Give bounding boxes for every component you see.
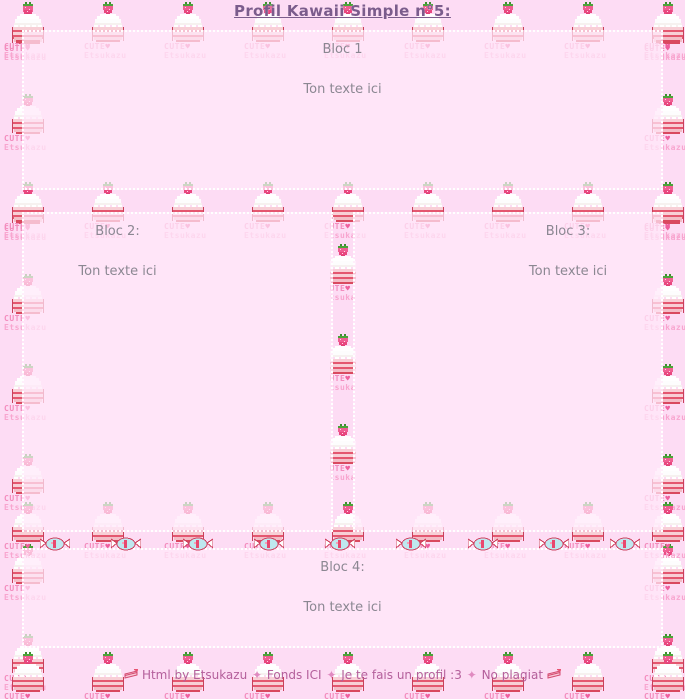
- candy-bonbon-icon: [325, 537, 355, 551]
- footer-link-fonds[interactable]: Fonds ICI: [266, 668, 322, 682]
- wallpaper-caption-line2: Etsukazu: [644, 143, 685, 152]
- wallpaper-caption-line2: Etsukazu: [644, 413, 685, 422]
- heart-icon: ♥: [585, 692, 591, 699]
- wallpaper-caption-line1: CUTE♥: [84, 692, 111, 699]
- heart-icon: ♥: [665, 134, 671, 143]
- wallpaper-caption-line2: Etsukazu: [644, 323, 685, 332]
- heart-icon: ♥: [425, 692, 431, 699]
- wallpaper-caption-line2: Etsukazu: [644, 233, 685, 242]
- block-1-text: Ton texte ici: [303, 82, 382, 97]
- wallpaper-tile: CUTE♥Etsukazu: [330, 240, 356, 330]
- heart-icon: ♥: [665, 314, 671, 323]
- candy-divider: [40, 536, 640, 552]
- block-2-text: Ton texte ici: [78, 264, 157, 279]
- wallpaper-caption: CUTE♥Etsukazu: [324, 692, 394, 699]
- footer-part-1: Html by Etsukazu: [141, 668, 248, 682]
- wallpaper-caption-line2: Etsukazu: [330, 383, 356, 392]
- wallpaper-caption-line2: Etsukazu: [644, 683, 685, 692]
- block-3-text: Ton texte ici: [528, 264, 608, 279]
- candy-bonbon-icon: [182, 537, 213, 551]
- wallpaper-tile: CUTE♥Etsukazu: [330, 420, 356, 510]
- wallpaper-caption: CUTE♥Etsukazu: [404, 692, 474, 699]
- wallpaper-column-center: CUTE♥Etsukazu CUTE♥Etsukazu: [330, 240, 356, 510]
- strawberry-cake-icon: [648, 272, 685, 319]
- wallpaper-caption-line1: CUTE♥: [244, 692, 271, 699]
- cake-slice-icon: [124, 667, 139, 681]
- block-2-title: Bloc 2:: [95, 224, 140, 239]
- content-block-1: Bloc 1 Ton texte ici: [22, 30, 663, 190]
- candy-bonbon-icon: [467, 537, 498, 551]
- wallpaper-caption-line2: Etsukazu: [644, 53, 685, 62]
- wallpaper-caption-line2: Etsukazu: [4, 683, 47, 692]
- content-block-3: Bloc 3: Ton texte ici: [353, 212, 663, 532]
- wallpaper-caption-line1: CUTE♥: [484, 692, 511, 699]
- wallpaper-caption: CUTE♥Etsukazu: [330, 284, 356, 302]
- content-block-4: Bloc 4: Ton texte ici: [22, 548, 663, 648]
- heart-icon: ♥: [665, 224, 671, 233]
- content-block-2: Bloc 2: Ton texte ici: [22, 212, 333, 532]
- heart-icon: ♥: [665, 44, 671, 53]
- candy-bonbon-icon: [111, 537, 142, 551]
- wallpaper-caption: CUTE♥Etsukazu: [84, 692, 154, 699]
- strawberry-cake-icon: [330, 242, 356, 289]
- heart-icon: ♥: [665, 404, 671, 413]
- wallpaper-caption-line2: Etsukazu: [330, 473, 356, 482]
- footer-part-3: Je te fais un profil :3: [341, 668, 462, 682]
- footer-separator-3: ✦: [466, 668, 477, 682]
- wallpaper-caption: CUTE♥Etsukazu: [330, 374, 356, 392]
- wallpaper-caption-line1: CUTE♥: [564, 692, 591, 699]
- block-1-title: Bloc 1: [322, 42, 363, 57]
- wallpaper-caption: CUTE♥Etsukazu: [330, 464, 356, 482]
- block-4-title: Bloc 4:: [320, 560, 365, 575]
- candy-bonbon-icon: [538, 537, 569, 551]
- strawberry-cake-icon: [330, 422, 356, 469]
- heart-icon: ♥: [665, 584, 671, 593]
- wallpaper-caption-line2: Etsukazu: [330, 293, 356, 302]
- footer-separator-2: ✦: [326, 668, 337, 682]
- candy-bonbon-icon: [253, 537, 284, 551]
- heart-icon: ♥: [345, 464, 351, 473]
- wallpaper-caption: CUTE♥Etsukazu: [484, 692, 554, 699]
- block-4-text: Ton texte ici: [303, 600, 382, 615]
- wallpaper-caption-line1: CUTE♥: [330, 374, 351, 383]
- page-title: Profil Kawaii Simple n°5:: [234, 2, 451, 20]
- heart-icon: ♥: [345, 374, 351, 383]
- cake-slice-icon-right: [547, 667, 561, 681]
- wallpaper-caption: CUTE♥Etsukazu: [164, 692, 234, 699]
- heart-icon: ♥: [345, 222, 351, 231]
- wallpaper-caption-line2: Etsukazu: [644, 593, 685, 602]
- heart-icon: ♥: [185, 692, 191, 699]
- heart-icon: ♥: [345, 692, 351, 699]
- wallpaper-tile: CUTE♥Etsukazu: [330, 330, 356, 420]
- wallpaper-caption-line1: CUTE♥: [164, 692, 191, 699]
- heart-icon: ♥: [345, 284, 351, 293]
- strawberry-cake-icon: [648, 362, 685, 409]
- wallpaper-caption-line1: CUTE♥: [404, 692, 431, 699]
- footer-credit: Html by Etsukazu ✦ Fonds ICI ✦ Je te fai…: [0, 667, 685, 682]
- wallpaper-caption: CUTE♥Etsukazu: [564, 692, 634, 699]
- heart-icon: ♥: [105, 692, 111, 699]
- strawberry-cake-icon: [330, 332, 356, 379]
- candy-bonbon-icon: [610, 537, 640, 551]
- wallpaper-caption-line1: CUTE♥: [330, 284, 351, 293]
- block-3-title: Bloc 3:: [545, 224, 591, 239]
- heart-icon: ♥: [665, 494, 671, 503]
- footer-part-4: No plagiat: [481, 668, 544, 682]
- wallpaper-caption: CUTE♥Etsukazu: [244, 692, 314, 699]
- footer-separator-1: ✦: [252, 668, 263, 682]
- wallpaper-caption-line1: CUTE♥: [324, 692, 351, 699]
- heart-icon: ♥: [505, 692, 511, 699]
- heart-icon: ♥: [265, 692, 271, 699]
- candy-bonbon-icon: [396, 537, 427, 551]
- wallpaper-caption-line1: CUTE♥: [330, 464, 351, 473]
- candy-bonbon-icon: [40, 537, 70, 551]
